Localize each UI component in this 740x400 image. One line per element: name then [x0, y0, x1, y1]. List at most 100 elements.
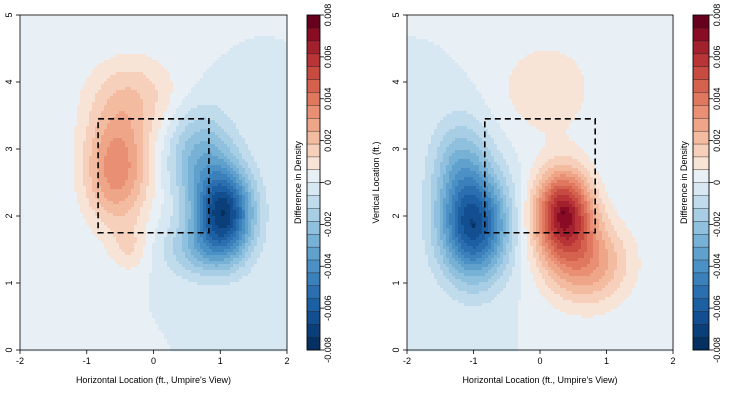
density-cell [215, 84, 218, 87]
density-cell [95, 78, 98, 81]
density-cell [32, 132, 35, 135]
density-cell [221, 150, 224, 153]
density-cell [44, 69, 47, 72]
density-cell [104, 45, 107, 48]
density-cell [50, 63, 53, 66]
density-cell [128, 60, 131, 63]
density-cell [260, 30, 263, 33]
density-cell [161, 27, 164, 30]
density-cell [278, 42, 281, 45]
density-cell [161, 147, 164, 150]
density-cell [176, 90, 179, 93]
density-cell [275, 69, 278, 72]
density-cell [113, 84, 116, 87]
density-cell [20, 18, 23, 21]
density-cell [245, 63, 248, 66]
density-cell [230, 111, 233, 114]
density-cell [164, 90, 167, 93]
density-cell [146, 93, 149, 96]
density-cell [143, 165, 146, 168]
density-cell [182, 123, 185, 126]
density-cell [215, 117, 218, 120]
density-cell [86, 78, 89, 81]
density-cell [26, 81, 29, 84]
density-cell [50, 93, 53, 96]
density-cell [32, 117, 35, 120]
density-cell [74, 150, 77, 153]
density-cell [161, 168, 164, 171]
density-cell [209, 30, 212, 33]
density-cell [173, 99, 176, 102]
density-cell [191, 87, 194, 90]
density-cell [152, 69, 155, 72]
density-cell [56, 87, 59, 90]
density-cell [275, 132, 278, 135]
density-cell [212, 117, 215, 120]
density-cell [197, 129, 200, 132]
density-cell [98, 87, 101, 90]
density-cell [224, 111, 227, 114]
density-cell [272, 27, 275, 30]
density-cell [239, 54, 242, 57]
density-cell [161, 180, 164, 183]
density-cell [125, 144, 128, 147]
density-cell [218, 72, 221, 75]
density-cell [140, 126, 143, 129]
density-cell [155, 99, 158, 102]
density-cell [185, 99, 188, 102]
density-cell [245, 177, 248, 180]
density-cell [146, 54, 149, 57]
density-cell [272, 30, 275, 33]
density-cell [182, 33, 185, 36]
density-cell [131, 39, 134, 42]
density-cell [200, 87, 203, 90]
density-cell [170, 63, 173, 66]
density-cell [155, 165, 158, 168]
density-cell [92, 42, 95, 45]
density-cell [167, 114, 170, 117]
density-cell [47, 129, 50, 132]
density-cell [53, 42, 56, 45]
density-cell [266, 126, 269, 129]
density-cell [83, 78, 86, 81]
density-cell [281, 66, 284, 69]
density-cell [233, 177, 236, 180]
density-cell [188, 156, 191, 159]
density-cell [278, 114, 281, 117]
density-cell [47, 15, 50, 18]
density-cell [32, 87, 35, 90]
density-cell [278, 30, 281, 33]
density-cell [191, 96, 194, 99]
density-cell [176, 15, 179, 18]
density-cell [101, 156, 104, 159]
density-cell [176, 111, 179, 114]
density-cell [164, 102, 167, 105]
density-cell [89, 147, 92, 150]
density-cell [164, 165, 167, 168]
density-cell [194, 153, 197, 156]
density-cell [185, 57, 188, 60]
density-cell [44, 153, 47, 156]
density-cell [191, 15, 194, 18]
density-cell [269, 84, 272, 87]
density-cell [29, 174, 32, 177]
density-cell [122, 78, 125, 81]
density-cell [53, 129, 56, 132]
density-cell [251, 24, 254, 27]
density-cell [104, 21, 107, 24]
density-cell [104, 84, 107, 87]
density-cell [212, 48, 215, 51]
density-cell [101, 42, 104, 45]
density-cell [212, 15, 215, 18]
density-cell [125, 57, 128, 60]
density-cell [245, 18, 248, 21]
density-cell [47, 120, 50, 123]
density-cell [134, 108, 137, 111]
density-cell [242, 129, 245, 132]
density-cell [191, 90, 194, 93]
density-cell [95, 57, 98, 60]
density-cell [239, 126, 242, 129]
density-cell [104, 135, 107, 138]
density-cell [200, 42, 203, 45]
density-cell [104, 102, 107, 105]
